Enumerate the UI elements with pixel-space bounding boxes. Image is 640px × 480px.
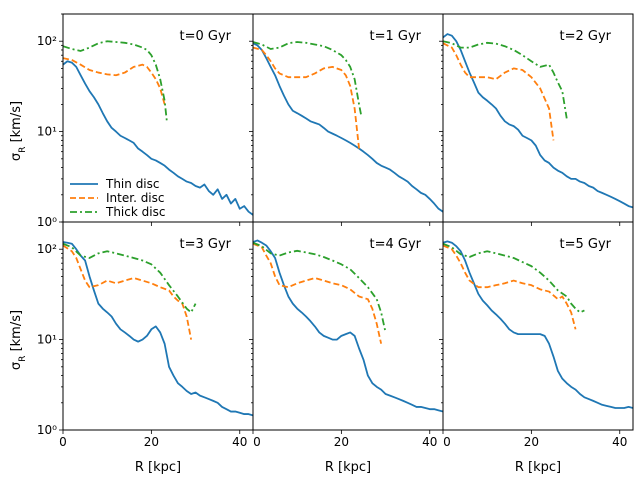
panel-time-label: t=2 Gyr <box>559 29 611 44</box>
y-tick-label: 10¹ <box>37 125 57 139</box>
series-line-thin <box>63 241 253 417</box>
x-tick-label: 0 <box>59 435 67 449</box>
legend-label-thick: Thick disc <box>105 205 165 219</box>
panel-frame <box>442 221 634 431</box>
series-group <box>253 239 443 413</box>
panel-time-label: t=1 Gyr <box>369 29 421 44</box>
panel-frame <box>442 13 634 223</box>
x-tick-label: 20 <box>144 435 159 449</box>
panel-grid: 10⁰ 10¹ 10² t=0 Gyr t=1 Gyr t=2 Gyr 10⁰ 10¹ 10² 0… <box>37 13 634 475</box>
series-line-inter <box>443 42 555 141</box>
panel-time-label: t=0 Gyr <box>179 29 231 44</box>
panel-time-label: t=5 Gyr <box>559 237 611 252</box>
y-tick-label: 10² <box>37 34 57 48</box>
panel-2: t=1 Gyr <box>249 13 444 226</box>
x-axis-label: R [kpc] <box>325 460 371 475</box>
panel-6: 20 40 0 t=5 Gyr R [kpc] <box>439 221 634 475</box>
series-line-thick <box>443 242 585 314</box>
panel-frame <box>252 13 444 223</box>
series-line-thick <box>253 41 363 116</box>
panel-frame <box>62 221 254 431</box>
x-tick-label: 40 <box>232 435 247 449</box>
x-tick-label: 0 <box>443 435 451 449</box>
panel-5: 20 40 0 t=4 Gyr R [kpc] <box>249 221 444 475</box>
panel-frame <box>252 221 444 431</box>
x-axis-label: R [kpc] <box>135 460 181 475</box>
series-group <box>443 240 633 409</box>
y-tick-label: 10¹ <box>37 333 57 347</box>
series-line-thin <box>443 33 633 209</box>
series-line-inter <box>63 57 166 105</box>
panel-time-label: t=3 Gyr <box>179 237 231 252</box>
x-tick-label: 20 <box>334 435 349 449</box>
series-line-thin <box>253 42 443 213</box>
panel-3: t=2 Gyr <box>439 13 634 226</box>
x-axis-label: R [kpc] <box>515 460 561 475</box>
x-tick-label: 20 <box>524 435 539 449</box>
series-line-thick <box>63 242 197 314</box>
series-line-thin <box>253 239 443 413</box>
panel-time-label: t=4 Gyr <box>369 237 421 252</box>
series-group <box>253 41 443 213</box>
y-tick-label: 10⁰ <box>37 215 57 229</box>
series-line-inter <box>63 244 193 340</box>
series-group <box>443 33 633 209</box>
series-line-thin <box>63 60 253 216</box>
y-tick-label: 10⁰ <box>37 423 57 437</box>
y-axis-label-bottom: σR [km/s] <box>9 310 28 370</box>
panel-4: 10⁰ 10¹ 10² 0 20 40 t=3 Gyr R [kpc] <box>37 221 254 475</box>
y-axis-label-top: σR [km/s] <box>9 101 28 161</box>
panel-1: 10⁰ 10¹ 10² t=0 Gyr <box>37 13 254 229</box>
x-tick-label: 40 <box>422 435 437 449</box>
legend-label-thin: Thin disc <box>105 177 160 191</box>
legend-label-inter: Inter. disc <box>106 191 165 205</box>
y-tick-label: 10² <box>37 242 57 256</box>
series-line-inter <box>253 242 383 344</box>
x-tick-label: 0 <box>253 435 261 449</box>
series-line-thin <box>443 240 633 409</box>
series-line-inter <box>253 46 360 149</box>
series-group <box>63 40 253 216</box>
series-line-thick <box>63 40 168 122</box>
series-group <box>63 241 253 417</box>
series-line-thick <box>253 241 387 333</box>
series-line-inter <box>443 244 577 330</box>
x-tick-label: 40 <box>612 435 627 449</box>
